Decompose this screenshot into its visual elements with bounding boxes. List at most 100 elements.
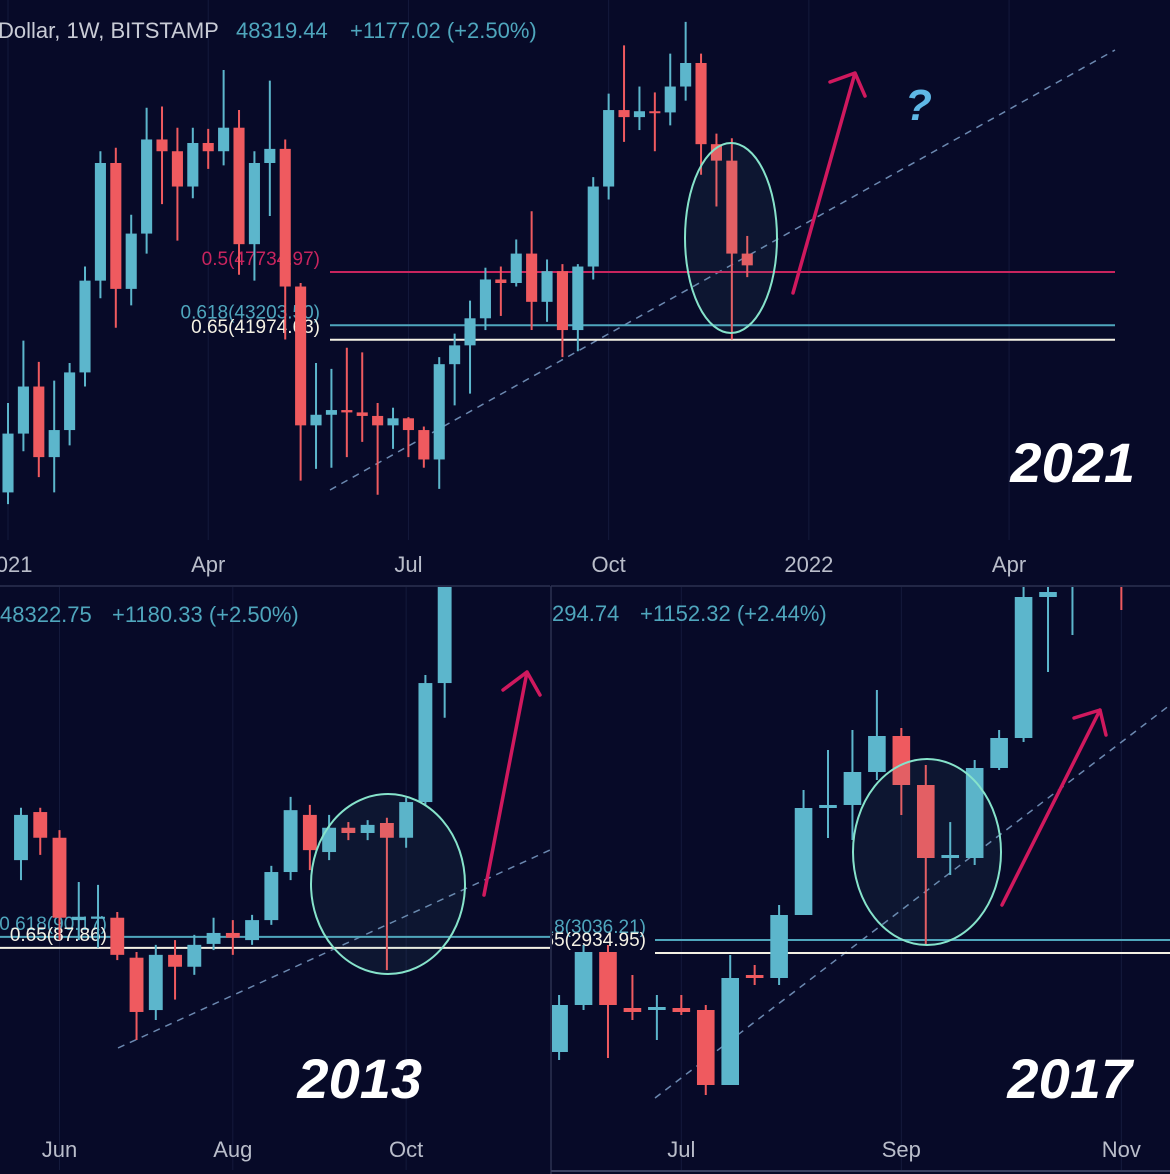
candle [295,283,307,481]
candle [794,790,813,915]
candle-body [464,318,476,346]
candle [464,300,476,394]
candle-body [202,143,214,152]
candle [710,133,722,207]
candle-body [633,111,645,118]
candle-body [187,944,202,967]
candle [1039,587,1057,673]
candle-body [156,139,168,152]
candle-body [574,952,593,1005]
price: 48319.44 [236,18,328,43]
candle [279,139,291,340]
candle-body [437,587,452,684]
candle-body [726,160,738,254]
candle [264,80,276,216]
candle-body [125,233,137,289]
candle-body [572,266,584,331]
year-label: 2017 [1006,1047,1134,1110]
candle [664,53,676,126]
fib-level-label: 0.65(87.86) [10,925,107,946]
candle [649,92,661,152]
x-tick-label: 2021 [0,552,32,577]
candle [399,797,414,848]
candle [574,944,593,1011]
candle [125,214,137,306]
candle-body [52,837,67,918]
candle-body [695,63,707,145]
candle [387,407,399,449]
candle [341,347,353,458]
highlight-ellipse [684,142,778,334]
candle-body [302,814,317,851]
candle-body [664,86,676,113]
candle-body [495,279,507,283]
highlight-ellipse [310,793,466,975]
candle [322,814,337,861]
candle-body [618,110,630,118]
candle [171,127,183,241]
candle-body [33,386,45,458]
candle-body [526,253,538,302]
candle [587,177,599,280]
fib-level-label: 0.65(2934.95) [528,930,646,951]
x-tick-label: Oct [592,552,626,577]
candle-body [941,854,960,859]
candle-body [206,932,221,944]
candle [2,403,14,505]
candle-body [110,917,125,955]
candle-body [387,418,399,426]
candle [283,796,298,881]
candle-body [48,430,60,458]
candle-body [696,1010,715,1085]
x-tick-label: Jul [394,552,422,577]
question-mark: ? [905,81,932,130]
candle-body [510,253,522,283]
candle [965,760,984,865]
candle [218,70,230,166]
candle-body [168,954,182,967]
candle-body [341,410,353,413]
candle-body [71,916,86,921]
candle-body [248,163,260,245]
arrow [791,71,867,295]
candle-body [916,784,935,859]
candle [449,333,461,406]
candle [541,259,553,322]
panel-2013: 0.618(90.17)0.65(87.86) [0,587,550,1170]
candle-body [141,139,153,234]
candle-body [372,415,384,426]
candle [941,822,960,875]
candle [110,912,125,961]
candle [94,151,106,299]
candle [233,110,245,275]
candle-body [541,271,553,302]
candle-body [721,977,740,1085]
x-tick-label: Apr [191,552,225,577]
candle [310,363,322,469]
candle [1071,587,1074,636]
candle [618,45,630,142]
x-tick-label: 2022 [784,552,833,577]
candle [141,107,153,254]
candle [526,211,538,331]
candle [770,904,788,985]
candle-body [1014,597,1033,739]
price-change: +1152.32 (+2.44%) [640,601,827,626]
candle [916,764,935,945]
candle [187,934,202,975]
candle-body [399,802,414,838]
candle-body [552,1004,568,1053]
price: 294.74 [552,601,619,626]
arrows [482,71,1108,907]
candle-body [360,824,375,833]
candle [325,368,337,468]
candle-body [225,932,240,938]
candle [17,340,29,452]
candle-body [868,735,886,772]
candle [302,804,317,871]
candle [745,964,764,985]
x-tick-label: Jun [42,1137,77,1162]
candle [741,235,753,278]
candle-body [603,110,615,187]
